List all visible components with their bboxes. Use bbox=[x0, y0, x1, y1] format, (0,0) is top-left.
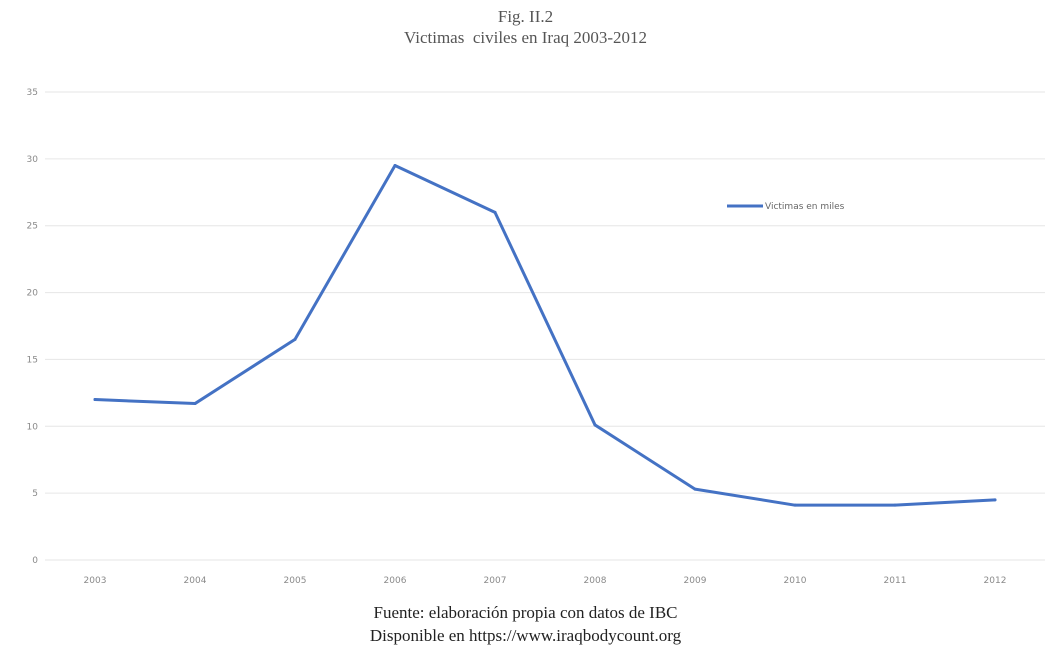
x-tick-label-2009: 2009 bbox=[684, 576, 707, 586]
y-tick-label: 10 bbox=[27, 422, 39, 432]
data-point-2009 bbox=[693, 487, 697, 491]
x-tick-label-2004: 2004 bbox=[184, 576, 207, 586]
line-chart: 0 5 10 15 20 25 30 35 2003 2004 2005 2006 2007 2008 20… bbox=[27, 88, 1045, 586]
x-tick-label-2012: 2012 bbox=[984, 576, 1007, 586]
legend-label: Victimas en miles bbox=[765, 202, 845, 212]
source-note: Fuente: elaboración propia con datos de … bbox=[373, 603, 678, 622]
data-point-2012 bbox=[993, 498, 997, 502]
series-line-0 bbox=[93, 164, 997, 507]
y-tick-label: 15 bbox=[27, 355, 38, 365]
data-point-2008 bbox=[593, 423, 597, 427]
y-tick-label: 20 bbox=[27, 289, 39, 299]
x-tick-label-2007: 2007 bbox=[484, 576, 507, 586]
y-tick-label: 25 bbox=[27, 222, 38, 232]
data-point-2005 bbox=[293, 337, 297, 341]
x-tick-label-2010: 2010 bbox=[784, 576, 807, 586]
x-tick-label-2011: 2011 bbox=[884, 576, 907, 586]
data-point-2007 bbox=[493, 210, 497, 214]
y-tick-label: 0 bbox=[32, 556, 38, 566]
data-point-2004 bbox=[193, 402, 197, 406]
chart-title-block: Fig. II.2 Victimas civiles en Iraq 2003-… bbox=[0, 6, 1051, 48]
y-tick-label: 35 bbox=[27, 88, 38, 98]
x-tick-label-2005: 2005 bbox=[284, 576, 307, 586]
data-point-2010 bbox=[793, 503, 797, 507]
data-point-2006 bbox=[393, 164, 397, 168]
availability-note: Disponible en https://www.iraqbodycount.… bbox=[369, 626, 682, 645]
chart-title: Fig. II.2 bbox=[497, 7, 554, 26]
x-tick-label-2003: 2003 bbox=[84, 576, 107, 586]
y-tick-label: 30 bbox=[27, 155, 39, 165]
chart-subtitle: Victimas civiles en Iraq 2003-2012 bbox=[403, 28, 648, 47]
x-tick-label-2006: 2006 bbox=[384, 576, 407, 586]
y-tick-label: 5 bbox=[32, 489, 38, 499]
data-point-2003 bbox=[93, 398, 97, 402]
chart-footer: Fuente: elaboración propia con datos de … bbox=[0, 601, 1051, 647]
x-tick-label-2008: 2008 bbox=[584, 576, 607, 586]
data-point-2011 bbox=[893, 503, 897, 507]
